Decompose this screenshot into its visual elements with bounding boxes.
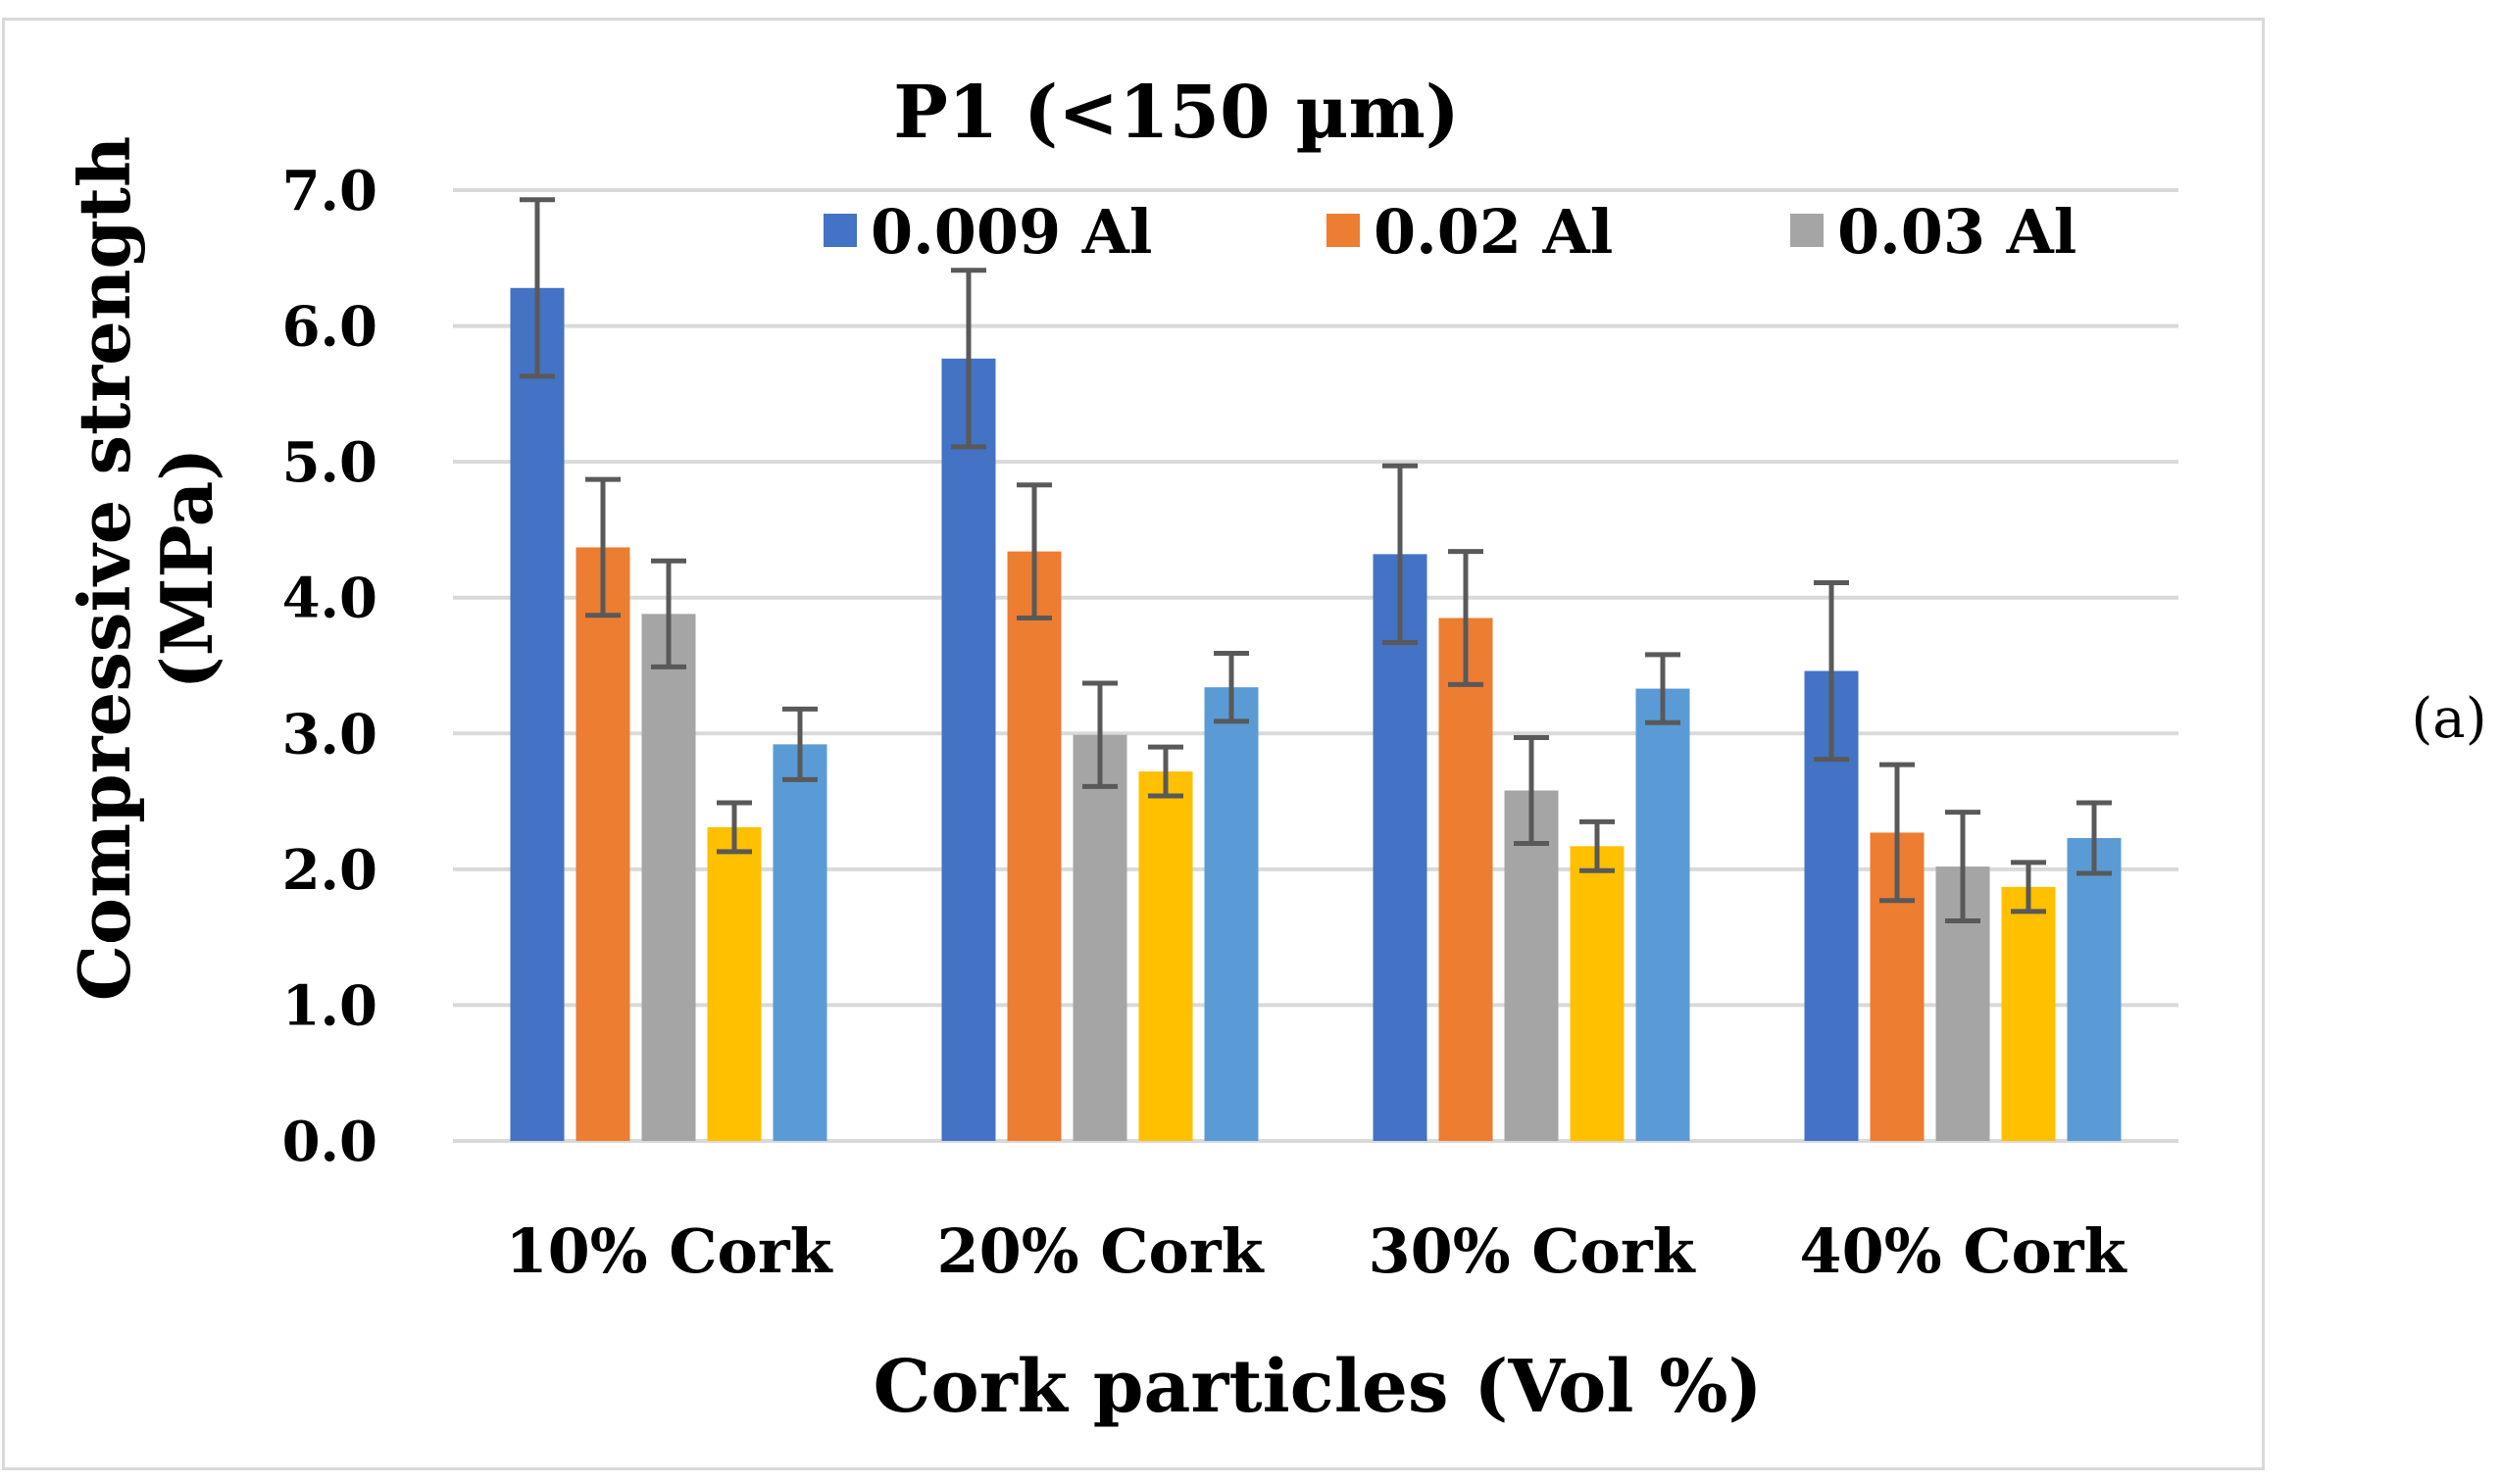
bar xyxy=(707,826,762,1141)
y-axis-label: Compressive strength (MPa) xyxy=(63,136,228,1002)
y-tick-labels: 0.0 1.0 2.0 3.0 4.0 5.0 6.0 7.0 xyxy=(282,159,377,1174)
bar xyxy=(1373,554,1427,1141)
bars xyxy=(510,287,2122,1141)
y-tick-label: 6.0 xyxy=(282,295,377,360)
y-tick-label: 4.0 xyxy=(282,567,377,631)
legend-label: 0.03 Al xyxy=(1837,196,2076,268)
x-tick-label: 40% Cork xyxy=(1799,1215,2127,1287)
bar xyxy=(1635,688,1690,1141)
x-tick-labels: 10% Cork 20% Cork 30% Cork 40% Cork xyxy=(505,1215,2127,1287)
y-tick-label: 7.0 xyxy=(282,159,377,223)
x-tick-label: 10% Cork xyxy=(505,1215,833,1287)
bar xyxy=(2067,837,2122,1141)
bar xyxy=(1007,551,1062,1141)
x-tick-label: 30% Cork xyxy=(1368,1215,1696,1287)
panel-label: (a) xyxy=(2411,687,2486,751)
error-bars xyxy=(520,197,2112,924)
chart-frame xyxy=(2,18,2265,1470)
bar xyxy=(1570,846,1625,1141)
bar xyxy=(1073,734,1127,1141)
bar xyxy=(510,287,565,1141)
legend-swatch xyxy=(1790,214,1824,247)
x-tick-label: 20% Cork xyxy=(936,1215,1265,1287)
legend-swatch xyxy=(1326,214,1360,247)
bar xyxy=(1438,618,1493,1141)
bar xyxy=(2001,886,2056,1141)
y-tick-label: 2.0 xyxy=(282,838,377,903)
bar xyxy=(575,547,630,1141)
bar xyxy=(941,358,996,1141)
legend-label: 0.02 Al xyxy=(1374,196,1613,268)
bar xyxy=(1204,687,1259,1141)
bar xyxy=(1504,790,1559,1141)
chart-title: P1 (<150 µm) xyxy=(893,71,1460,155)
bar xyxy=(641,614,696,1141)
y-tick-label: 0.0 xyxy=(282,1110,377,1174)
y-tick-label: 3.0 xyxy=(282,702,377,767)
legend-swatch xyxy=(824,214,857,247)
bar xyxy=(773,744,827,1141)
y-tick-label: 5.0 xyxy=(282,430,377,495)
legend-label: 0.009 Al xyxy=(871,196,1152,268)
y-tick-label: 1.0 xyxy=(282,973,377,1038)
legend: 0.009 Al 0.02 Al 0.03 Al xyxy=(824,196,2076,268)
y-axis-label-line1: Compressive strength xyxy=(63,136,146,1002)
bar xyxy=(1138,771,1193,1141)
x-axis-label: Cork particles (Vol %) xyxy=(873,1345,1762,1429)
y-axis-label-line2: (MPa) xyxy=(145,448,228,690)
